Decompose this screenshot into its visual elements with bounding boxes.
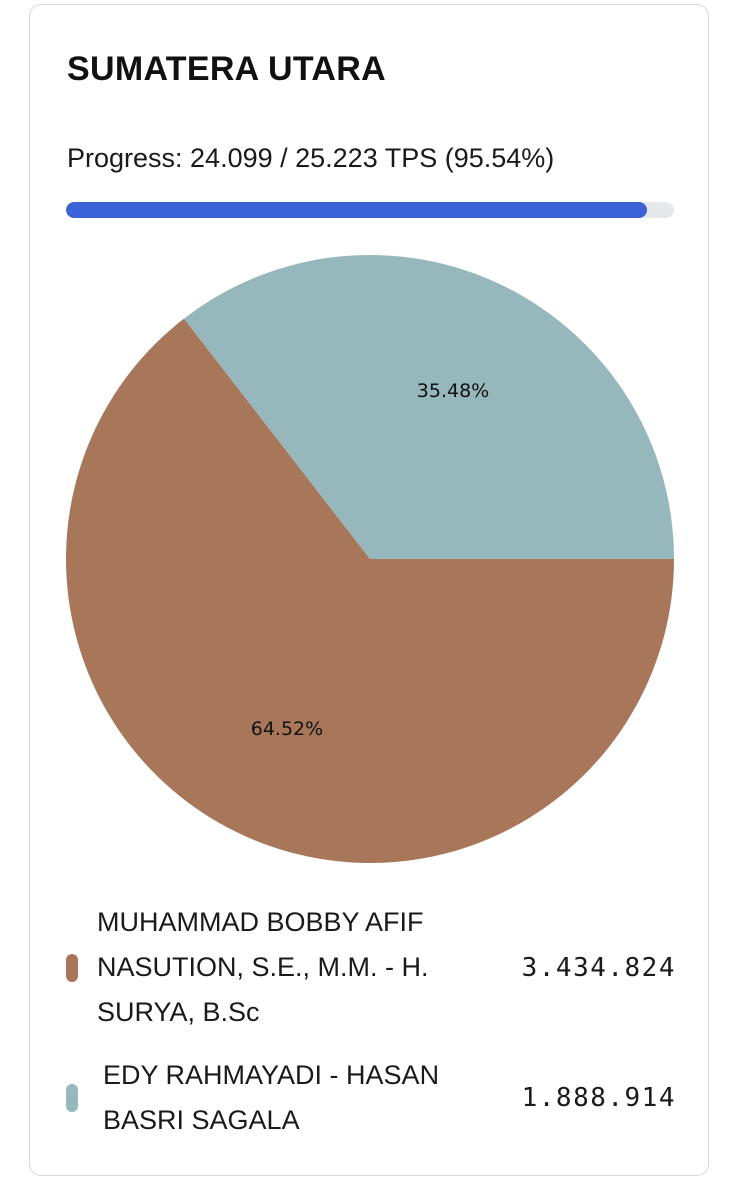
legend-item: EDY RAHMAYADI - HASAN BASRI SAGALA 1.888… <box>66 1053 676 1143</box>
region-title: SUMATERA UTARA <box>67 50 386 88</box>
slice-percent-label: 35.48% <box>417 380 489 402</box>
legend-label: MUHAMMAD BOBBY AFIF NASUTION, S.E., M.M.… <box>97 907 429 1027</box>
progress-text: Progress: 24.099 / 25.223 TPS (95.54%) <box>67 143 555 173</box>
pie-chart: 64.52% 35.48% <box>65 254 674 863</box>
legend-value: 3.434.824 <box>521 952 676 983</box>
legend-item: MUHAMMAD BOBBY AFIF NASUTION, S.E., M.M.… <box>66 900 676 1035</box>
legend-label: EDY RAHMAYADI - HASAN BASRI SAGALA <box>103 1060 440 1135</box>
slice-percent-label: 64.52% <box>251 718 323 740</box>
pie-slice <box>65 318 674 863</box>
legend-value: 1.888.914 <box>521 1083 676 1113</box>
legend-swatch <box>66 953 78 982</box>
progress-bar <box>66 202 674 218</box>
progress-bar-fill <box>66 202 647 218</box>
legend-swatch <box>66 1084 78 1112</box>
pie-slice <box>183 254 674 559</box>
